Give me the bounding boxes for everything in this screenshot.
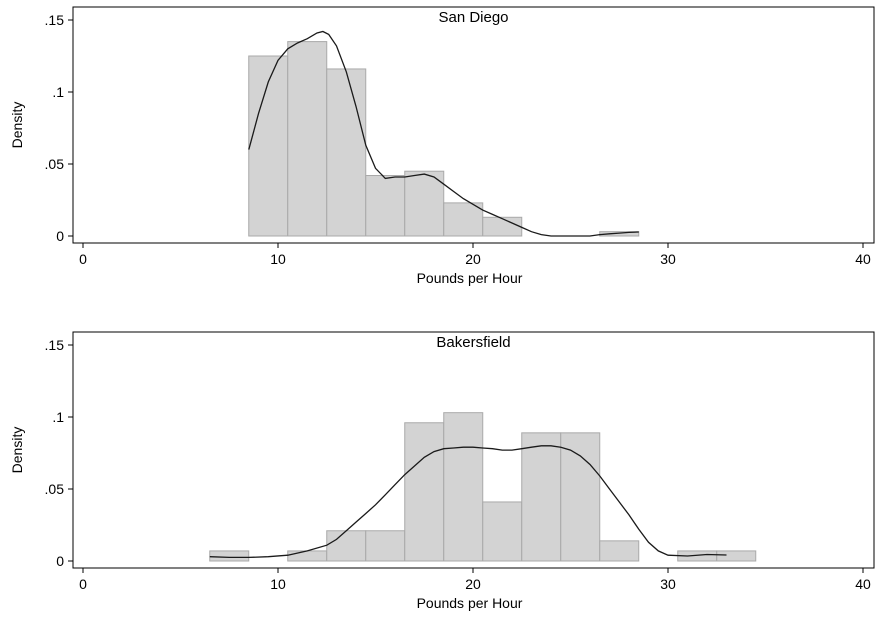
x-tick-label: 30 [660,576,676,592]
histogram-bar [248,55,289,237]
panel-title: San Diego [438,9,508,26]
histogram-bar [287,41,328,237]
histogram-bar [326,68,367,237]
y-tick-label: .1 [52,409,64,425]
y-tick-label: .1 [52,84,64,100]
histogram-bar [443,202,484,237]
y-tick-label: 0 [56,553,64,569]
histogram-bar [365,175,406,237]
x-tick-label: 40 [855,576,871,592]
y-axis-label: Density [9,427,25,474]
density-curve [209,445,727,559]
histogram-bar [443,412,484,562]
histogram-bar [599,540,640,562]
x-axis-label: Pounds per Hour [417,595,523,611]
histogram-bar [326,530,367,562]
x-tick-label: 0 [79,576,87,592]
histogram-bar [560,432,601,562]
x-tick-label: 40 [855,251,871,267]
y-tick-label: .05 [45,481,65,497]
y-axis-label: Density [9,102,25,149]
chart-panel-2: Bakersfield 0 .05 .1 .15 Density 0 10 20 30 40 Poun… [9,331,875,611]
x-tick-label: 0 [79,251,87,267]
y-tick-label: .15 [45,337,65,353]
chart-panel-1: San Diego 0 .05 .1 .15 Density 0 10 20 30 40 Pounds… [9,6,875,286]
panel-title: Bakersfield [436,334,510,351]
x-axis-label: Pounds per Hour [417,270,523,286]
histogram-bar [404,170,445,237]
x-tick-label: 10 [270,576,286,592]
x-tick-label: 20 [465,576,481,592]
histogram-bar [482,216,523,237]
histogram-bar [599,231,640,237]
y-tick-label: 0 [56,228,64,244]
x-tick-label: 30 [660,251,676,267]
histogram-bar [404,422,445,562]
histogram-bar [521,432,562,562]
histogram-bar [482,501,523,562]
y-tick-label: .05 [45,156,65,172]
histogram-bar [287,550,328,562]
y-tick-label: .15 [45,12,65,28]
x-tick-label: 20 [465,251,481,267]
histogram-bar [716,550,757,562]
x-tick-label: 10 [270,251,286,267]
histogram-bar [209,550,250,562]
density-curve [248,30,639,237]
histogram-bar [365,530,406,562]
